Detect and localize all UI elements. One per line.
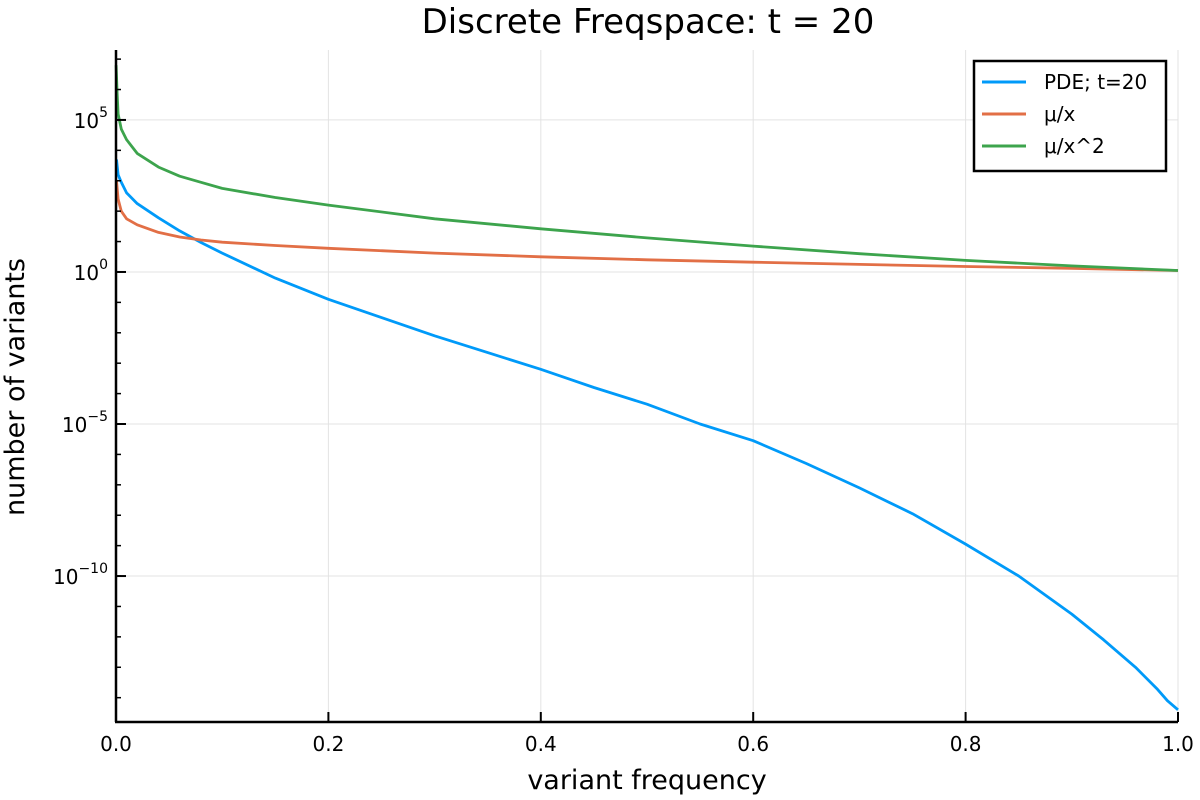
legend-label-0: PDE; t=20 [1044,70,1147,94]
x-tick-label: 0.2 [312,732,344,756]
legend: PDE; t=20 μ/x μ/x^2 [972,59,1168,173]
x-tick-label: 1.0 [1162,732,1194,756]
y-tick-label: 10−5 [62,409,108,437]
chart-title: Discrete Freqspace: t = 20 [422,2,875,42]
legend-items: PDE; t=20 μ/x μ/x^2 [982,70,1147,158]
series-layer [114,65,1179,711]
legend-label-1: μ/x [1044,102,1075,126]
y-tick-base: 10 [74,261,99,285]
legend-box [972,59,1168,173]
series-line-1 [115,180,1179,272]
grid-layer [115,50,1179,722]
y-axis-label: number of variants [0,258,31,516]
y-tick-label: 10−10 [53,561,108,589]
y-tick-base: 10 [62,413,87,437]
y-tick-label: 105 [74,105,108,133]
y-tick-exponent: 0 [99,257,108,273]
y-tick-base: 10 [74,109,99,133]
x-tick-label: 0.4 [525,732,557,756]
y-tick-exponent: −5 [87,409,108,425]
y-tick-exponent: 5 [99,105,108,121]
x-tick-label: 0.0 [100,732,132,756]
x-axis-label: variant frequency [527,765,766,796]
y-tick-label: 100 [74,257,108,285]
series-line-0 [115,159,1179,711]
series-line-2 [114,65,1179,272]
y-tick-exponent: −10 [78,561,108,577]
y-tick-base: 10 [53,565,78,589]
x-tick-label: 0.8 [950,732,982,756]
legend-label-2: μ/x^2 [1044,134,1105,158]
x-tick-label: 0.6 [737,732,769,756]
